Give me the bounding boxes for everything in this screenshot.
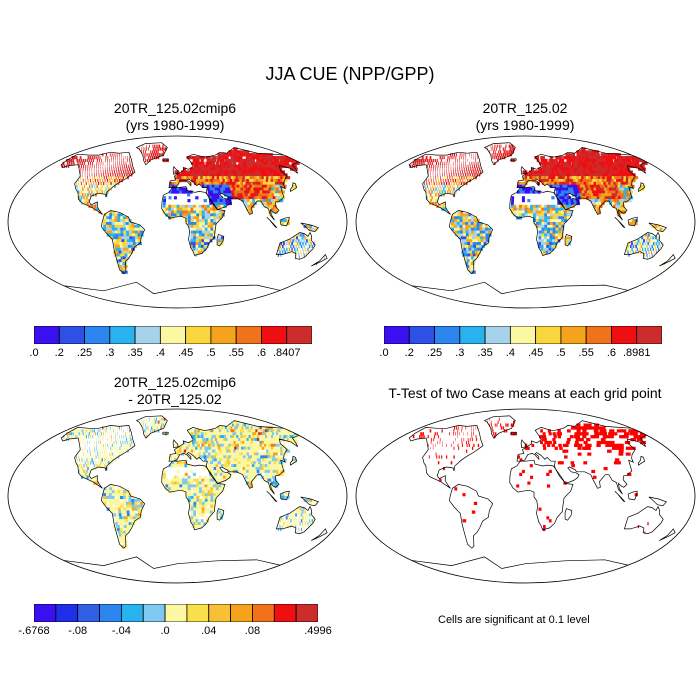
colorbar-b-swatch	[408, 326, 435, 344]
colorbar-a-swatch	[185, 326, 212, 344]
colorbar-c-swatch	[252, 604, 275, 622]
colorbar-b-tick-label: .8981	[622, 347, 651, 359]
colorbar-a-tick-label: .0	[29, 347, 39, 359]
colorbar-a-swatch	[109, 326, 136, 344]
colorbar-c-swatch	[164, 604, 188, 622]
panel-b-title-line1: 20TR_125.02	[482, 100, 568, 116]
significance-note: Cells are significant at 0.1 level	[438, 614, 590, 626]
colorbar-c-labels: -.6768 -.08 -.04 .0 .04 .08 .4996	[18, 625, 331, 639]
colorbar-a-swatch	[134, 326, 161, 344]
colorbar-b-swatch	[636, 326, 662, 344]
panel-a-title-line1: 20TR_125.02cmip6	[113, 100, 237, 116]
colorbar-b-swatch	[484, 326, 511, 344]
figure-title: JJA CUE (NPP/GPP)	[265, 64, 435, 84]
map-field	[412, 417, 649, 534]
coastline-outline	[58, 142, 328, 308]
panel-b-title: 20TR_125.02 (yrs 1980-1999)	[370, 100, 680, 134]
coastline-outline	[58, 415, 328, 583]
colorbar-c-tick-label: .04	[201, 625, 217, 637]
panel-d-title: T-Test of two Case means at each grid po…	[388, 385, 662, 401]
colorbar-b-swatch	[560, 326, 587, 344]
colorbar-c-tick-label: -.08	[68, 625, 88, 637]
colorbar-a-labels: .0 .2 .25 .3 .35 .4 .45 .5 .55 .6 .8407	[29, 347, 312, 361]
colorbar-b-swatch	[434, 326, 461, 344]
colorbar-c-tick-label: .08	[244, 625, 261, 637]
colorbar-a-tick-label: .55	[228, 347, 244, 359]
colorbar-a-swatch	[210, 326, 237, 344]
panel-b-title-line2: (yrs 1980-1999)	[475, 117, 575, 133]
panel-c-title-line2: - 20TR_125.02	[128, 391, 222, 407]
colorbar-b-swatch	[459, 326, 486, 344]
colorbar-c-tick-label: -.04	[111, 625, 131, 637]
colorbar-b-swatch	[384, 326, 410, 344]
colorbar-a-tick-label: .25	[76, 347, 93, 359]
colorbar-c-swatch	[142, 604, 166, 622]
colorbar-c-swatch	[295, 604, 318, 622]
colorbar-a-tick-label: .35	[127, 347, 143, 359]
colorbar-a-swatch	[286, 326, 312, 344]
colorbar-a-swatch	[58, 326, 85, 344]
map-border	[7, 135, 348, 309]
map-field	[409, 144, 673, 274]
colorbar-b	[384, 326, 662, 344]
map-panel-c	[7, 408, 348, 584]
colorbar-a-tick-label: .5	[206, 347, 216, 359]
colorbar-a-tick-label: .8407	[272, 347, 301, 359]
map-panel-a	[7, 135, 348, 309]
colorbar-c	[34, 604, 318, 622]
colorbar-a	[34, 326, 312, 344]
colorbar-b-tick-label: .5	[556, 347, 566, 359]
colorbar-b-swatch	[535, 326, 562, 344]
colorbar-c-swatch	[120, 604, 144, 622]
map-field	[61, 144, 325, 274]
colorbar-a-tick-label: .2	[54, 347, 64, 359]
colorbar-b-tick-label: .25	[426, 347, 443, 359]
colorbar-a-swatch	[84, 326, 111, 344]
colorbar-c-tick-label: -.6768	[18, 625, 50, 637]
colorbar-c-swatch	[186, 604, 210, 622]
colorbar-b-swatch	[611, 326, 638, 344]
colorbar-a-tick-label: .45	[177, 347, 194, 359]
colorbar-a-swatch	[261, 326, 288, 344]
colorbar-c-tick-label: .4996	[304, 625, 332, 637]
panel-a-title: 20TR_125.02cmip6 (yrs 1980-1999)	[20, 100, 330, 134]
colorbar-b-tick-label: .4	[505, 347, 515, 359]
colorbar-b-swatch	[509, 326, 537, 344]
colorbar-b-swatch	[585, 326, 612, 344]
colorbar-c-swatch	[99, 604, 122, 622]
panel-a-title-line2: (yrs 1980-1999)	[125, 117, 225, 133]
map-field	[61, 417, 325, 549]
panel-c-title: 20TR_125.02cmip6 - 20TR_125.02	[20, 374, 330, 408]
colorbar-b-labels: .0 .2 .25 .3 .35 .4 .45 .5 .55 .6 .8981	[379, 347, 662, 361]
colorbar-a-swatch	[34, 326, 60, 344]
map-border	[7, 408, 348, 584]
colorbar-b-tick-label: .55	[578, 347, 594, 359]
map-border	[355, 408, 696, 584]
panel-c-title-line1: 20TR_125.02cmip6	[113, 374, 237, 390]
colorbar-b-tick-label: .2	[404, 347, 414, 359]
colorbar-c-swatch	[230, 604, 253, 622]
colorbar-b-tick-label: .35	[477, 347, 493, 359]
colorbar-c-swatch	[55, 604, 79, 622]
colorbar-a-tick-label: .4	[155, 347, 165, 359]
map-panel-b	[355, 135, 696, 309]
map-panel-d	[355, 408, 696, 584]
coastline-outline	[406, 142, 676, 308]
colorbar-b-tick-label: .45	[527, 347, 544, 359]
coastline-outline	[406, 415, 676, 583]
colorbar-c-tick-label: .0	[160, 625, 170, 637]
colorbar-c-swatch	[273, 604, 297, 622]
colorbar-c-swatch	[208, 604, 232, 622]
colorbar-c-swatch	[77, 604, 100, 622]
colorbar-a-swatch	[159, 326, 187, 344]
colorbar-a-tick-label: .3	[105, 347, 115, 359]
map-border	[355, 135, 696, 309]
colorbar-b-tick-label: .6	[606, 347, 617, 359]
colorbar-b-tick-label: .0	[379, 347, 389, 359]
colorbar-c-swatch	[34, 604, 57, 622]
colorbar-a-tick-label: .6	[256, 347, 267, 359]
colorbar-a-swatch	[235, 326, 262, 344]
colorbar-b-tick-label: .3	[455, 347, 465, 359]
